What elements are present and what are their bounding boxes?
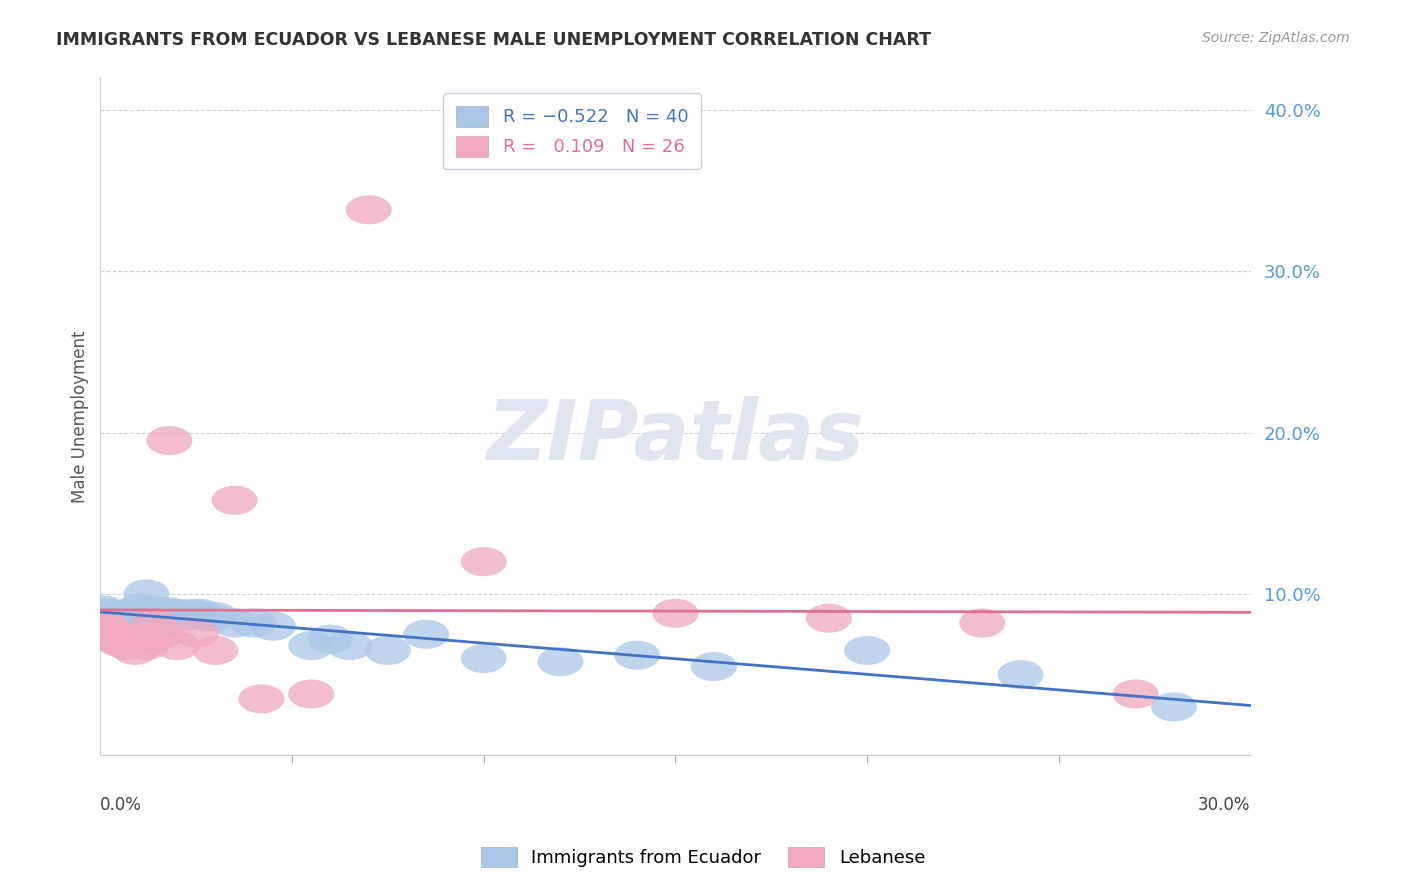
Ellipse shape — [82, 596, 127, 624]
Text: ZIPatlas: ZIPatlas — [486, 396, 865, 477]
Ellipse shape — [120, 599, 166, 628]
Text: Source: ZipAtlas.com: Source: ZipAtlas.com — [1202, 31, 1350, 45]
Ellipse shape — [146, 426, 193, 455]
Ellipse shape — [326, 631, 373, 660]
Ellipse shape — [461, 644, 506, 673]
Ellipse shape — [404, 620, 450, 648]
Ellipse shape — [89, 620, 135, 648]
Ellipse shape — [366, 636, 411, 665]
Ellipse shape — [806, 604, 852, 632]
Ellipse shape — [100, 624, 146, 654]
Ellipse shape — [844, 636, 890, 665]
Ellipse shape — [173, 618, 219, 648]
Ellipse shape — [537, 648, 583, 676]
Ellipse shape — [89, 602, 135, 631]
Ellipse shape — [239, 684, 284, 714]
Ellipse shape — [84, 599, 131, 628]
Ellipse shape — [127, 602, 173, 631]
Ellipse shape — [124, 631, 169, 660]
Ellipse shape — [100, 607, 146, 636]
Ellipse shape — [461, 547, 506, 576]
Text: 30.0%: 30.0% — [1198, 796, 1250, 814]
Ellipse shape — [131, 596, 177, 624]
Ellipse shape — [162, 602, 208, 631]
Ellipse shape — [142, 599, 188, 628]
Ellipse shape — [959, 608, 1005, 638]
Ellipse shape — [139, 600, 184, 630]
Ellipse shape — [104, 631, 150, 660]
Ellipse shape — [231, 608, 277, 638]
Ellipse shape — [139, 620, 184, 648]
Ellipse shape — [131, 608, 177, 638]
Ellipse shape — [1112, 680, 1159, 708]
Ellipse shape — [211, 486, 257, 515]
Ellipse shape — [1152, 692, 1197, 722]
Ellipse shape — [108, 628, 155, 657]
Ellipse shape — [108, 602, 155, 631]
Ellipse shape — [288, 680, 335, 708]
Ellipse shape — [97, 600, 142, 630]
Ellipse shape — [308, 624, 353, 654]
Ellipse shape — [614, 640, 661, 670]
Ellipse shape — [193, 636, 239, 665]
Ellipse shape — [169, 599, 215, 628]
Ellipse shape — [250, 612, 295, 640]
Ellipse shape — [146, 597, 193, 626]
Ellipse shape — [115, 623, 162, 652]
Ellipse shape — [124, 580, 169, 608]
Ellipse shape — [82, 608, 127, 638]
Ellipse shape — [112, 636, 157, 665]
Ellipse shape — [346, 195, 392, 224]
Text: 0.0%: 0.0% — [100, 796, 142, 814]
Ellipse shape — [652, 599, 699, 628]
Ellipse shape — [193, 602, 239, 631]
Ellipse shape — [93, 604, 139, 632]
Ellipse shape — [135, 608, 181, 638]
Ellipse shape — [155, 631, 200, 660]
Ellipse shape — [150, 602, 197, 631]
Ellipse shape — [177, 599, 224, 628]
Legend: Immigrants from Ecuador, Lebanese: Immigrants from Ecuador, Lebanese — [474, 839, 932, 874]
Y-axis label: Male Unemployment: Male Unemployment — [72, 330, 89, 503]
Legend: R = −0.522   N = 40, R =   0.109   N = 26: R = −0.522 N = 40, R = 0.109 N = 26 — [443, 94, 700, 169]
Ellipse shape — [998, 660, 1043, 690]
Ellipse shape — [84, 615, 131, 644]
Ellipse shape — [97, 628, 142, 657]
Text: IMMIGRANTS FROM ECUADOR VS LEBANESE MALE UNEMPLOYMENT CORRELATION CHART: IMMIGRANTS FROM ECUADOR VS LEBANESE MALE… — [56, 31, 931, 49]
Ellipse shape — [288, 631, 335, 660]
Ellipse shape — [112, 604, 157, 632]
Ellipse shape — [104, 599, 150, 628]
Ellipse shape — [184, 602, 231, 631]
Ellipse shape — [155, 599, 200, 628]
Ellipse shape — [93, 624, 139, 654]
Ellipse shape — [690, 652, 737, 681]
Ellipse shape — [211, 608, 257, 638]
Ellipse shape — [115, 594, 162, 623]
